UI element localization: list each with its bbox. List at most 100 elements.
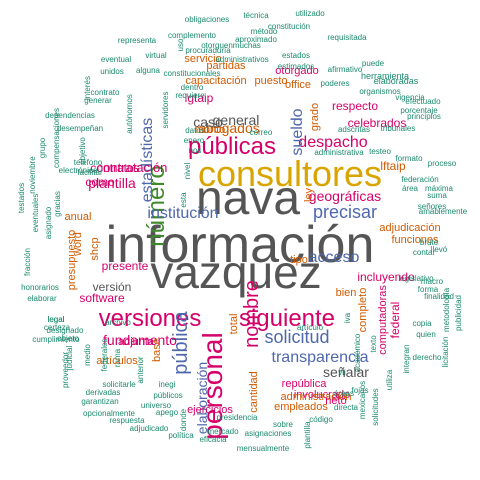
word-70: herramienta [361, 71, 409, 81]
word-74: requisitada [327, 33, 367, 42]
word-102: facilitar [77, 168, 103, 177]
word-6: personal [197, 332, 228, 439]
word-72: vigencia [395, 93, 425, 102]
word-157: bruto [420, 238, 439, 247]
word-22: abogados [198, 120, 260, 136]
word-195: texto [369, 335, 378, 353]
word-79: método [251, 27, 278, 36]
word-12: solicitud [264, 327, 329, 347]
word-83: otorguenmuchas [201, 41, 261, 50]
word-184: correo [250, 128, 273, 137]
word-181: datos [185, 126, 205, 135]
word-138: sobre [273, 420, 294, 429]
word-143: fojas [352, 386, 369, 395]
word-108: honorarios [21, 283, 59, 292]
word-25: geográficas [309, 188, 381, 204]
word-141: directa [334, 403, 359, 412]
word-93: organismos [359, 87, 400, 96]
word-50: artículos [96, 355, 138, 367]
word-11: transparencia [272, 349, 369, 366]
word-3: consultores [198, 153, 382, 194]
word-90: unidos [100, 67, 124, 76]
word-122: apego [156, 408, 179, 417]
word-29: como [85, 175, 115, 189]
word-73: afirmativo [328, 65, 363, 74]
word-174: porcentaje [400, 106, 438, 115]
word-147: integran [402, 345, 411, 374]
word-168: proceso [428, 159, 457, 168]
word-124: públicos [153, 391, 182, 400]
word-42: completo [357, 288, 369, 333]
word-120: respuesta [109, 416, 145, 425]
word-52: capacitación [185, 75, 246, 87]
word-85: eventual [101, 55, 131, 64]
word-16: acceso [309, 249, 360, 266]
word-112: designado [47, 326, 84, 335]
word-111: certeza [44, 323, 71, 332]
word-31: versión [93, 280, 132, 294]
word-133: presidencia [217, 413, 258, 422]
word-105: asignado [44, 206, 53, 239]
word-136: eficacia [199, 435, 227, 444]
word-47: cantidad [248, 371, 260, 413]
word-78: complemento [168, 31, 217, 40]
word-96: dependencias [45, 111, 95, 120]
word-65: tipo [290, 254, 308, 266]
word-94: contrato [91, 88, 120, 97]
word-163: suma [427, 191, 447, 200]
word-69: elaboradas [374, 76, 419, 86]
word-123: universo [141, 401, 172, 410]
word-134: mercado [207, 427, 239, 436]
word-186: uso [176, 38, 185, 51]
word-59: anual [65, 211, 92, 223]
word-18: sueldo [289, 108, 306, 155]
word-145: solicitudes [371, 388, 380, 425]
word-95: generar [84, 96, 112, 105]
word-170: administrativa [314, 148, 364, 157]
word-106: testados [17, 183, 26, 213]
word-116: solicitarle [102, 380, 136, 389]
word-190: esta [179, 192, 188, 208]
word-5: número [143, 165, 170, 246]
word-10: pública [170, 310, 192, 374]
word-151: quien [416, 330, 436, 339]
word-17: despacho [298, 134, 367, 151]
word-132: donde [179, 408, 188, 431]
word-37: lgtaip [185, 91, 214, 105]
word-135: asignaciones [245, 429, 292, 438]
word-63: base [151, 338, 163, 362]
word-61: word [72, 232, 84, 257]
word-54: servicio [184, 53, 221, 65]
word-189: nivel [183, 163, 192, 180]
word-14: precisar [313, 202, 377, 222]
word-48: república [282, 378, 328, 390]
word-175: adscritas [338, 125, 370, 134]
word-117: derivadas [86, 388, 121, 397]
word-2: nava [196, 172, 300, 225]
word-146: utiliza [385, 369, 394, 390]
word-110: legal [48, 315, 65, 324]
word-118: garantizan [81, 397, 118, 406]
word-197: iva [343, 312, 352, 323]
word-150: copia [412, 319, 432, 328]
word-30: presente [102, 259, 149, 273]
word-129: federales [100, 339, 109, 372]
word-153: publicidad [454, 295, 463, 331]
word-0: información [106, 216, 375, 274]
word-103: gracias [53, 191, 62, 217]
word-80: aproximado [235, 35, 277, 44]
word-100: noviembre [28, 156, 37, 194]
word-167: formato [395, 154, 423, 163]
word-109: elaborar [27, 294, 57, 303]
word-56: otorgado [275, 65, 318, 77]
word-165: máxima [425, 184, 454, 193]
word-119: opcionalmente [83, 409, 136, 418]
word-19: elaboración [194, 362, 210, 434]
word-176: autónomos [125, 94, 134, 134]
word-172: principios [407, 112, 441, 121]
word-53: puesto [254, 75, 287, 87]
word-126: anterior [136, 356, 145, 383]
word-46: ejercicios [187, 404, 233, 416]
word-64: total [228, 314, 240, 335]
